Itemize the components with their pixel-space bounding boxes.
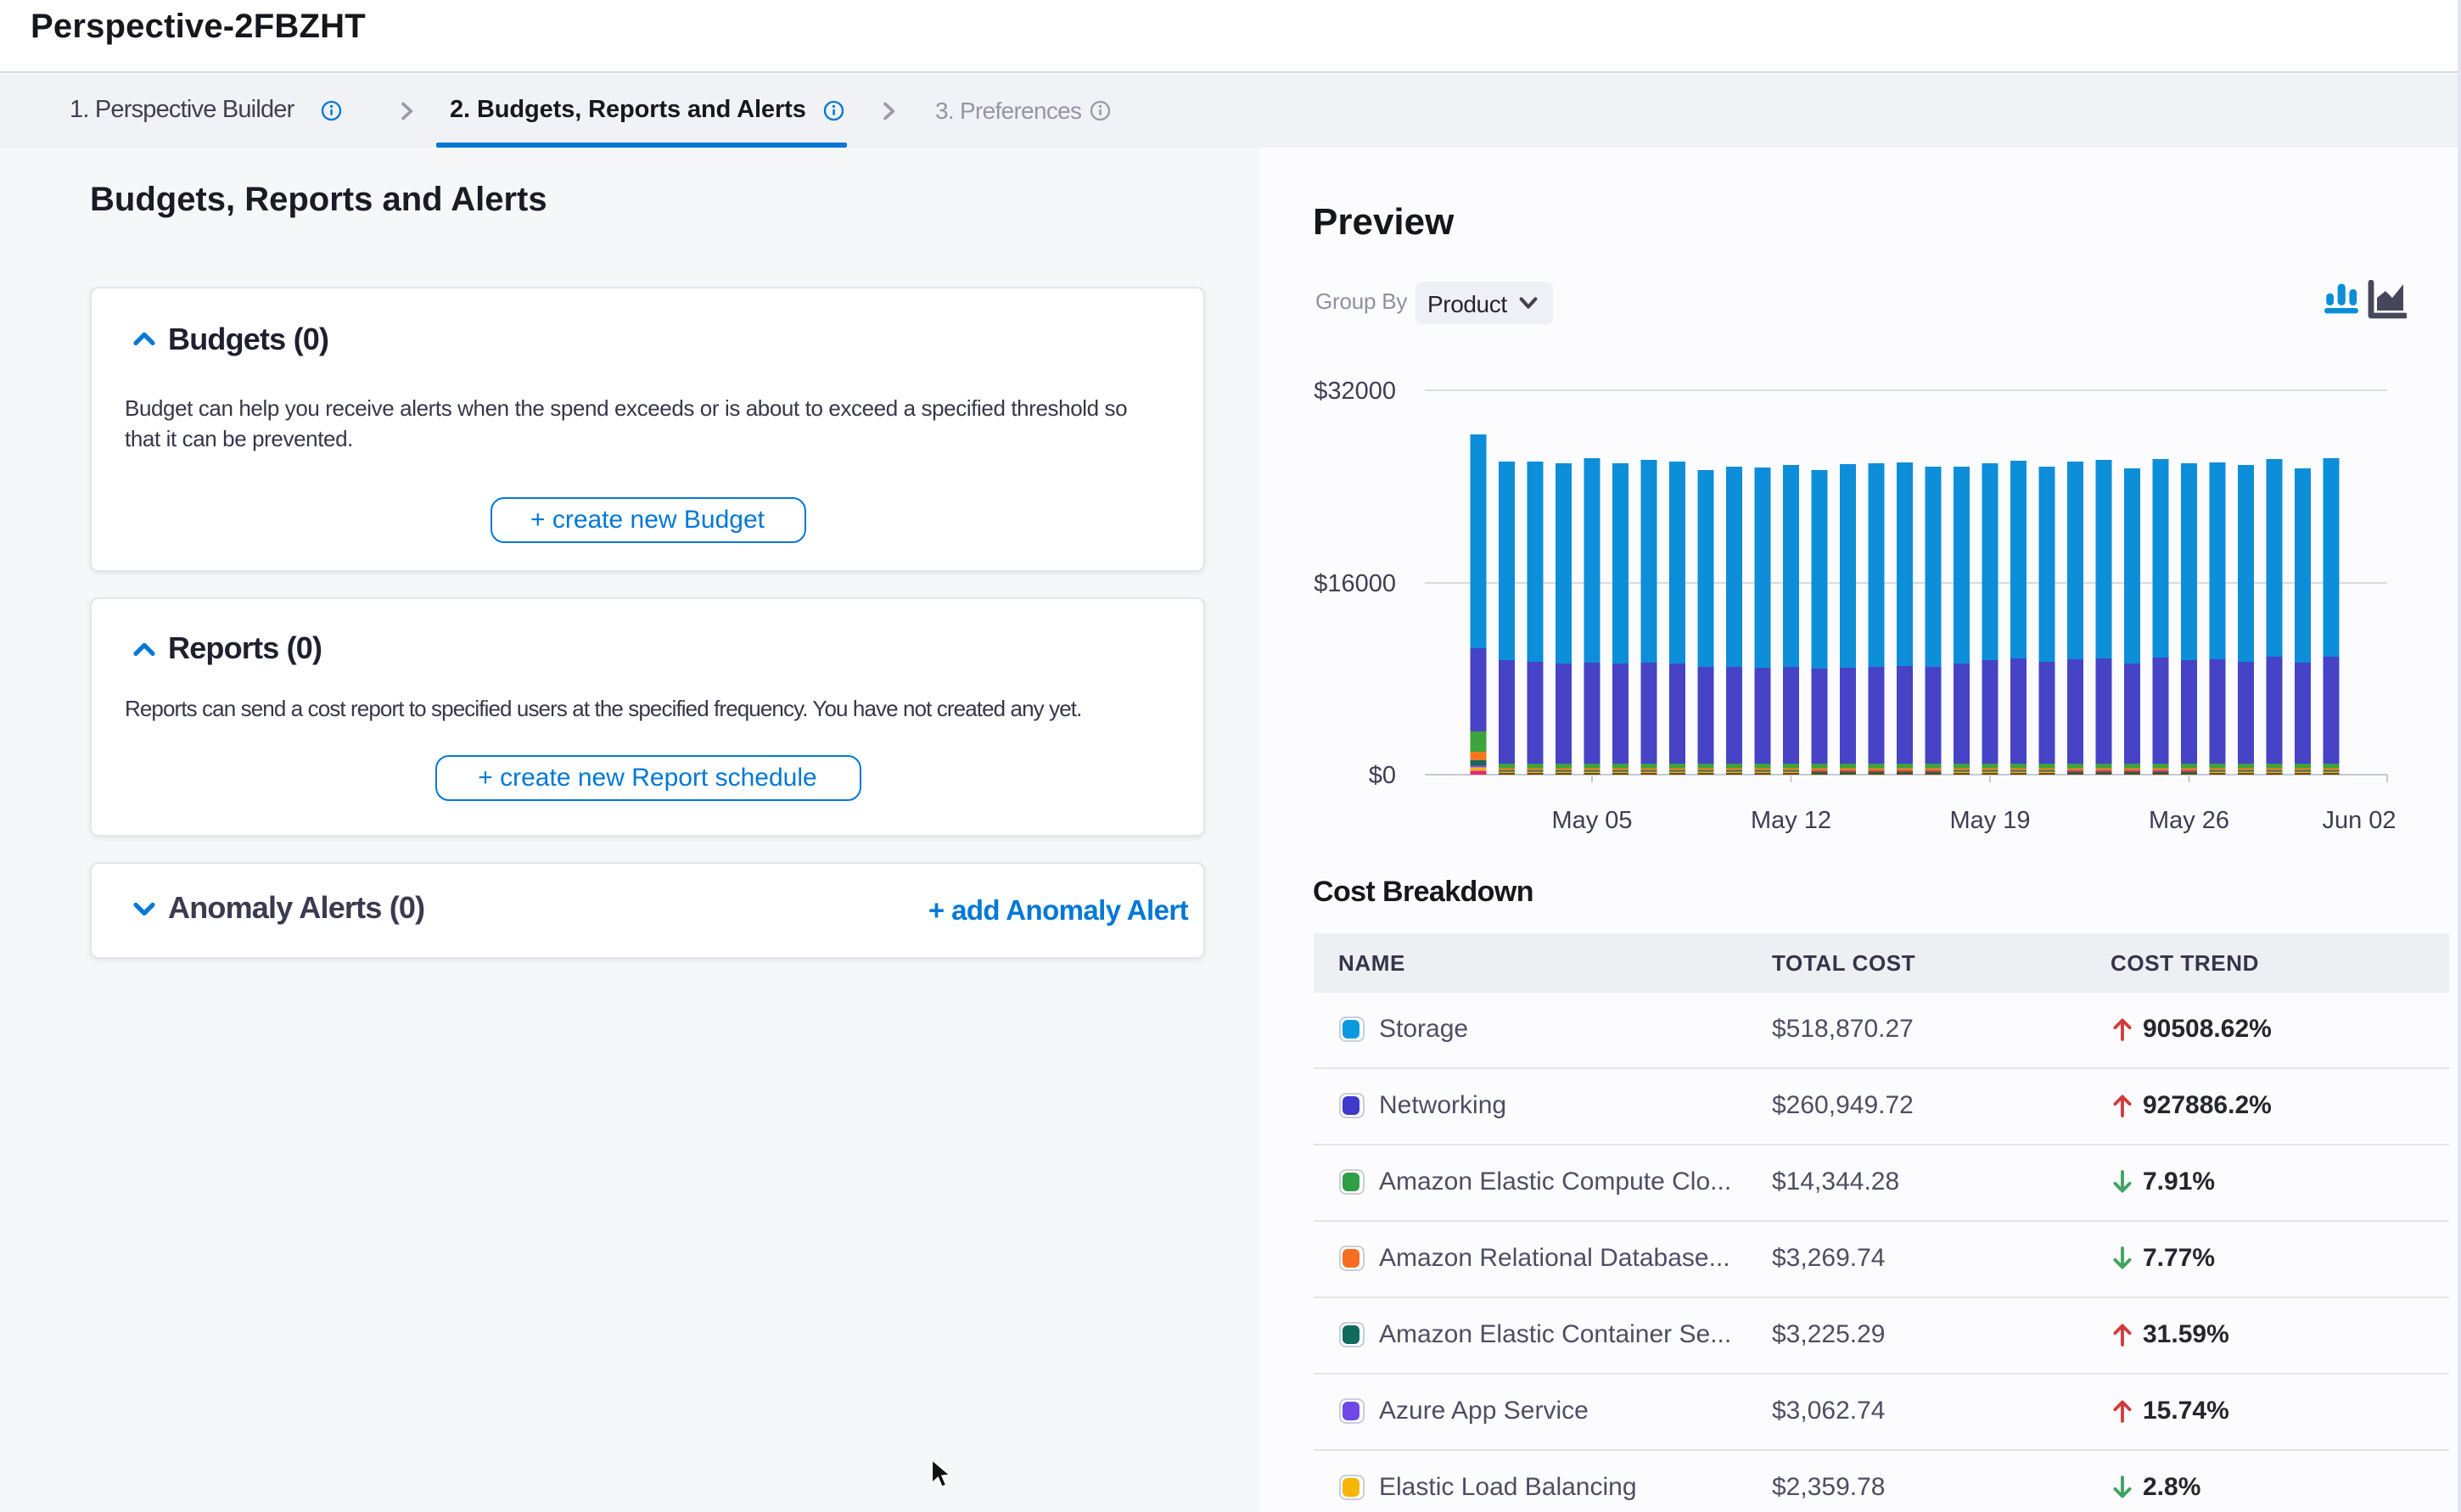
svg-text:May 12: May 12 — [1751, 807, 1831, 834]
svg-text:Jun 02: Jun 02 — [2322, 807, 2396, 834]
svg-text:$0: $0 — [1369, 762, 1396, 789]
svg-text:May 05: May 05 — [1551, 807, 1632, 834]
svg-text:$16000: $16000 — [1314, 570, 1396, 597]
svg-text:May 19: May 19 — [1949, 807, 2030, 834]
svg-text:May 26: May 26 — [2149, 807, 2229, 834]
svg-text:$32000: $32000 — [1314, 378, 1396, 405]
